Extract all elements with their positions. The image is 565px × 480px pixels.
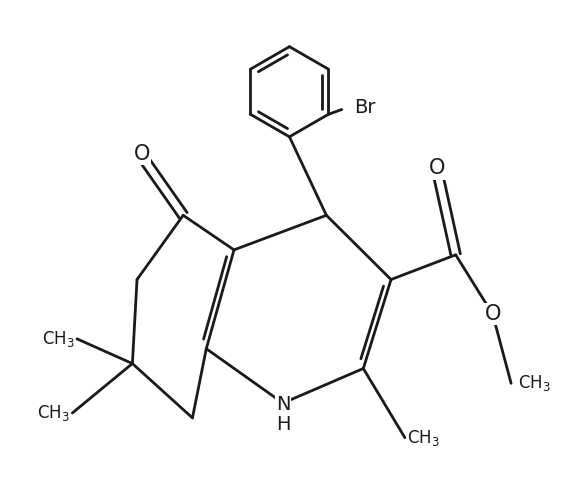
Text: N: N	[276, 395, 290, 414]
Text: CH$_3$: CH$_3$	[37, 403, 70, 423]
Text: O: O	[484, 304, 501, 324]
Text: Br: Br	[355, 97, 376, 117]
Text: CH$_3$: CH$_3$	[407, 428, 440, 448]
Text: CH$_3$: CH$_3$	[42, 329, 75, 349]
Text: H: H	[276, 415, 290, 434]
Text: O: O	[133, 144, 150, 164]
Text: CH$_3$: CH$_3$	[518, 373, 551, 393]
Text: O: O	[429, 158, 445, 179]
